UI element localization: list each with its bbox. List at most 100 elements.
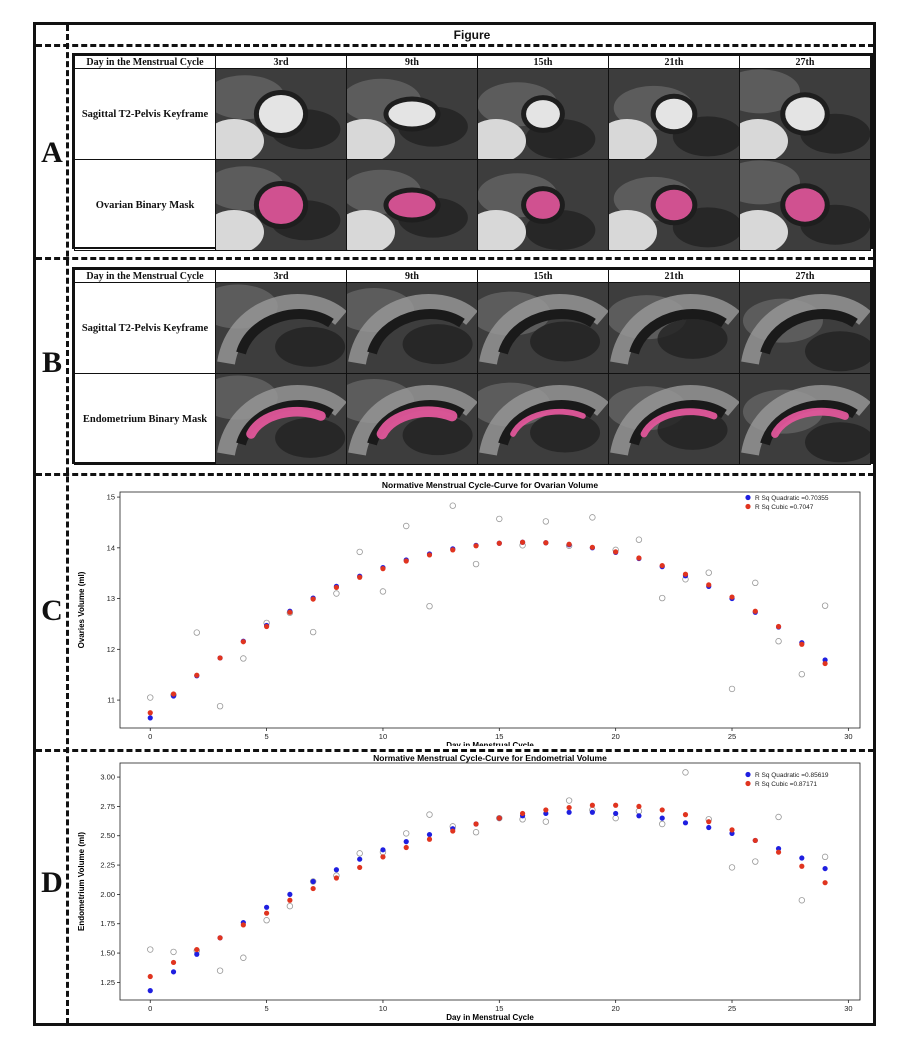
y-tick-label: 1.75: [100, 919, 115, 928]
legend-entry: R Sq Quadratic =0.70355: [755, 495, 829, 502]
quadratic-fit-point: [147, 715, 153, 721]
x-tick-label: 5: [265, 732, 269, 741]
cubic-fit-point: [473, 543, 479, 549]
cubic-fit-point: [682, 571, 689, 577]
observed-point: [542, 518, 550, 525]
x-axis-label: Day in Menstrual Cycle: [446, 1013, 534, 1021]
observed-point: [589, 514, 596, 521]
observed-point: [752, 579, 759, 587]
cubic-fit-point: [357, 574, 363, 580]
cubic-fit-point: [822, 880, 828, 886]
observed-point: [403, 522, 410, 530]
mri-thumbnail: [347, 374, 477, 464]
mri-thumbnail: [478, 160, 608, 250]
divider: [36, 257, 874, 260]
cubic-fit-point: [287, 609, 293, 615]
cubic-fit-point: [822, 660, 828, 667]
x-tick-label: 0: [148, 732, 152, 741]
observed-point: [635, 807, 643, 815]
observed-point: [821, 602, 829, 609]
legend-marker: [745, 771, 751, 778]
quadratic-fit-point: [706, 824, 712, 831]
quadratic-fit-point: [264, 904, 270, 910]
day-header: 3rd: [215, 269, 347, 283]
cubic-fit-point: [659, 562, 665, 569]
cubic-fit-point: [659, 807, 665, 813]
y-tick-label: 1.25: [100, 978, 115, 987]
observed-point: [565, 797, 573, 804]
mri-keyframe-image: [346, 68, 478, 160]
ovarian-volume-plot: Normative Menstrual Cycle-Curve for Ovar…: [77, 480, 861, 746]
quadratic-fit-point: [357, 856, 363, 862]
cubic-fit-point: [775, 623, 782, 630]
row-label: Ovarian Binary Mask: [74, 159, 216, 251]
observed-point: [193, 629, 200, 636]
y-tick-label: 2.50: [100, 831, 115, 840]
observed-point: [216, 967, 224, 974]
cubic-fit-point: [752, 837, 758, 844]
cubic-fit-point: [636, 803, 642, 810]
mri-keyframe-image: [739, 68, 871, 160]
observed-point: [309, 628, 317, 636]
ovary-mask-image: [608, 159, 740, 251]
observed-point: [635, 536, 643, 543]
observed-point: [496, 515, 503, 523]
cubic-fit-point: [240, 639, 246, 645]
observed-point: [728, 864, 736, 871]
ovary-mask-image: [739, 159, 871, 251]
mri-keyframe-image: [608, 282, 740, 374]
cubic-fit-point: [589, 802, 595, 808]
day-header: 9th: [346, 55, 478, 69]
quadratic-fit-point: [426, 831, 433, 838]
section-label-a: A: [41, 136, 63, 169]
endometrium-mask-image: [215, 373, 347, 465]
quadratic-fit-point: [822, 657, 828, 663]
cubic-fit-point: [217, 935, 223, 941]
cubic-fit-point: [706, 582, 712, 588]
y-tick-label: 14: [107, 543, 115, 552]
mri-thumbnail: [609, 160, 739, 250]
quadratic-fit-point: [194, 951, 200, 957]
observed-point: [147, 946, 154, 953]
cubic-fit-point: [566, 541, 572, 547]
y-tick-label: 2.75: [100, 802, 115, 811]
observed-point: [240, 655, 247, 662]
mri-thumbnail: [609, 69, 739, 159]
cubic-fit-point: [566, 804, 572, 811]
cubic-fit-point: [240, 922, 246, 928]
endometrial-volume-chart: Normative Menstrual Cycle-Curve for Endo…: [72, 753, 872, 1021]
mri-thumbnail: [347, 160, 477, 250]
observed-point: [705, 569, 712, 576]
figure-frame: [33, 22, 876, 1026]
row-label: Endometrium Binary Mask: [74, 373, 216, 465]
x-tick-label: 15: [495, 732, 503, 741]
mri-thumbnail: [740, 283, 870, 373]
legend-entry: R Sq Cubic =0.87171: [755, 781, 817, 788]
observed-point: [426, 602, 433, 610]
cubic-fit-point: [450, 828, 456, 834]
quadratic-fit-point: [287, 891, 293, 898]
mri-thumbnail: [478, 283, 608, 373]
chart-title: Normative Menstrual Cycle-Curve for Ovar…: [382, 480, 598, 490]
y-tick-label: 2.25: [100, 861, 115, 870]
y-tick-label: 2.00: [100, 890, 115, 899]
legend-entry: R Sq Quadratic =0.85619: [755, 772, 829, 779]
observed-point: [379, 588, 387, 595]
mri-keyframe-image: [215, 282, 347, 374]
header-label: Day in the Menstrual Cycle: [74, 55, 216, 69]
cubic-fit-point: [682, 812, 689, 818]
x-tick-label: 30: [844, 732, 852, 741]
quadratic-fit-point: [403, 839, 409, 845]
mri-thumbnail: [216, 283, 346, 373]
endometrium-mask-image: [346, 373, 478, 465]
x-axis-label: Day in Menstrual Cycle: [446, 741, 534, 746]
cubic-fit-point: [194, 946, 200, 953]
observed-point: [286, 902, 294, 910]
day-header: 15th: [477, 55, 609, 69]
cubic-fit-point: [170, 691, 177, 697]
x-tick-label: 0: [148, 1004, 152, 1013]
observed-point: [170, 948, 177, 956]
plot-area: [119, 762, 861, 1001]
x-tick-label: 30: [844, 1004, 852, 1013]
observed-point: [240, 954, 247, 961]
